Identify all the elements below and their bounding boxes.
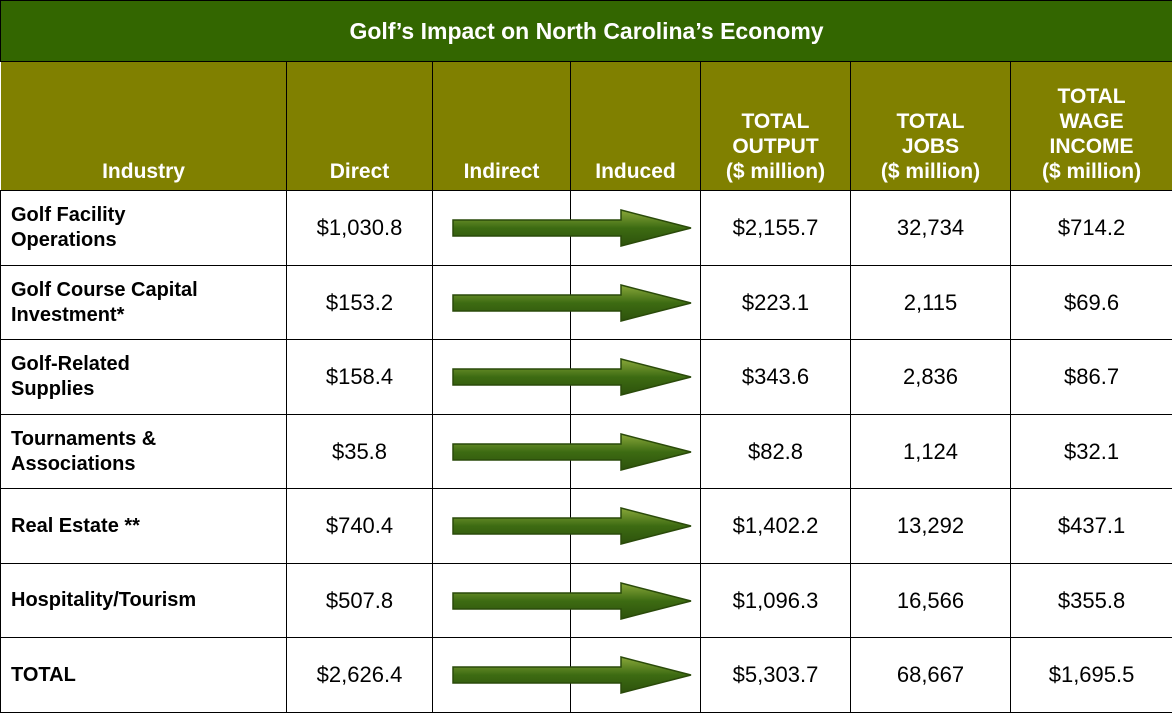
header-line: WAGE: [1011, 109, 1172, 134]
direct-cell: $153.2: [287, 266, 433, 340]
header-line: JOBS: [851, 134, 1010, 159]
jobs-cell: 68,667: [851, 638, 1011, 713]
arrow: [453, 208, 693, 248]
wage-cell: $32.1: [1011, 415, 1172, 489]
direct-cell: $740.4: [287, 489, 433, 564]
column-header: Industry: [1, 62, 287, 191]
header-line: Direct: [287, 159, 432, 184]
header-line: INCOME: [1011, 134, 1172, 159]
table-title: Golf’s Impact on North Carolina’s Econom…: [1, 1, 1172, 62]
wage-cell: $86.7: [1011, 340, 1172, 415]
indirect-cell: [433, 415, 571, 489]
industry-cell: TOTAL: [1, 638, 287, 713]
header-line: OUTPUT: [701, 134, 850, 159]
output-cell: $1,096.3: [701, 564, 851, 638]
indirect-cell: [433, 266, 571, 340]
industry-line: Operations: [11, 228, 286, 253]
wage-cell: $437.1: [1011, 489, 1172, 564]
direct-cell: $507.8: [287, 564, 433, 638]
industry-cell: Real Estate **: [1, 489, 287, 564]
industry-line: TOTAL: [11, 663, 286, 688]
arrow: [453, 655, 693, 695]
industry-line: Tournaments &: [11, 427, 286, 452]
header-line: Induced: [571, 159, 700, 184]
indirect-cell: [433, 638, 571, 713]
direct-cell: $2,626.4: [287, 638, 433, 713]
header-line: Industry: [1, 159, 286, 184]
industry-line: Hospitality/Tourism: [11, 588, 286, 613]
output-cell: $5,303.7: [701, 638, 851, 713]
direct-cell: $158.4: [287, 340, 433, 415]
column-header: Indirect: [433, 62, 571, 191]
header-line: ($ million): [851, 159, 1010, 184]
jobs-cell: 16,566: [851, 564, 1011, 638]
header-line: ($ million): [701, 159, 850, 184]
output-cell: $223.1: [701, 266, 851, 340]
industry-line: Investment*: [11, 303, 286, 328]
output-cell: $1,402.2: [701, 489, 851, 564]
industry-line: Associations: [11, 452, 286, 477]
output-cell: $343.6: [701, 340, 851, 415]
industry-cell: Tournaments &Associations: [1, 415, 287, 489]
jobs-cell: 2,836: [851, 340, 1011, 415]
jobs-cell: 2,115: [851, 266, 1011, 340]
wage-cell: $355.8: [1011, 564, 1172, 638]
direct-cell: $35.8: [287, 415, 433, 489]
output-cell: $2,155.7: [701, 191, 851, 266]
direct-cell: $1,030.8: [287, 191, 433, 266]
column-header: Induced: [571, 62, 701, 191]
indirect-cell: [433, 191, 571, 266]
wage-cell: $714.2: [1011, 191, 1172, 266]
header-line: TOTAL: [1011, 84, 1172, 109]
header-line: ($ million): [1011, 159, 1172, 184]
column-header: Direct: [287, 62, 433, 191]
jobs-cell: 13,292: [851, 489, 1011, 564]
arrow: [453, 357, 693, 397]
arrow: [453, 283, 693, 323]
indirect-cell: [433, 489, 571, 564]
wage-cell: $69.6: [1011, 266, 1172, 340]
wage-cell: $1,695.5: [1011, 638, 1172, 713]
industry-line: Supplies: [11, 377, 286, 402]
header-line: TOTAL: [701, 109, 850, 134]
industry-line: Golf Facility: [11, 203, 286, 228]
arrow: [453, 432, 693, 472]
jobs-cell: 32,734: [851, 191, 1011, 266]
output-cell: $82.8: [701, 415, 851, 489]
header-line: Indirect: [433, 159, 570, 184]
industry-line: Golf-Related: [11, 352, 286, 377]
industry-line: Golf Course Capital: [11, 278, 286, 303]
header-line: TOTAL: [851, 109, 1010, 134]
arrow: [453, 581, 693, 621]
indirect-cell: [433, 564, 571, 638]
arrow: [453, 506, 693, 546]
indirect-cell: [433, 340, 571, 415]
jobs-cell: 1,124: [851, 415, 1011, 489]
industry-cell: Hospitality/Tourism: [1, 564, 287, 638]
industry-line: Real Estate **: [11, 514, 286, 539]
